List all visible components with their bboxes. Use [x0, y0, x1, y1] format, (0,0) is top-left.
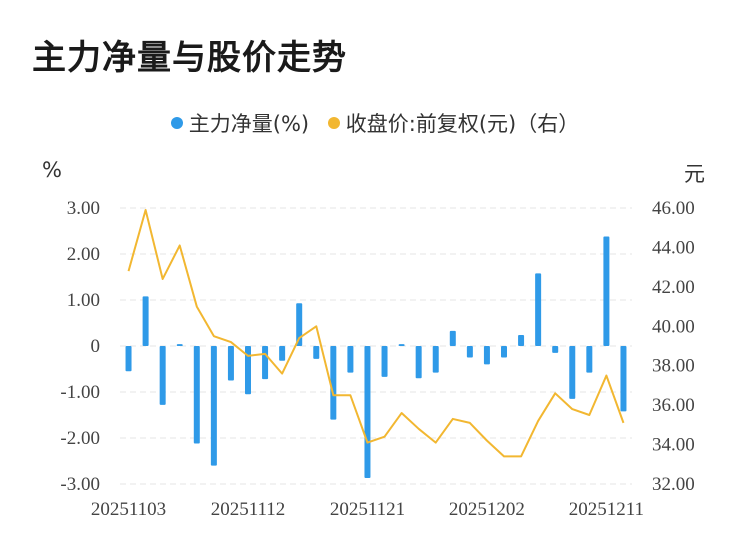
- left-tick-label: 2.00: [67, 244, 100, 265]
- legend-bar-swatch: [170, 117, 183, 129]
- bar: [466, 346, 473, 358]
- right-tick-label: 40.00: [652, 316, 695, 337]
- bar: [518, 334, 525, 346]
- bar: [620, 346, 627, 412]
- x-tick-label: 20251211: [569, 499, 644, 520]
- bar: [398, 344, 405, 346]
- x-tick-label: 20251103: [91, 499, 166, 520]
- bar: [364, 346, 371, 479]
- bar: [245, 346, 251, 395]
- right-axis-unit: 元: [684, 162, 705, 186]
- bar: [210, 346, 217, 466]
- left-tick-label: -2.00: [60, 428, 100, 449]
- bar: [381, 346, 388, 377]
- legend-item-bar[interactable]: 主力净量(%): [170, 108, 310, 138]
- bar: [159, 346, 166, 405]
- right-tick-label: 36.00: [652, 395, 695, 416]
- bar: [552, 346, 559, 353]
- bar: [313, 346, 320, 359]
- left-tick-label: -3.00: [60, 474, 100, 495]
- right-tick-label: 38.00: [652, 356, 695, 377]
- right-tick-label: 46.00: [652, 198, 695, 219]
- price-line: [127, 208, 625, 458]
- right-tick-label: 44.00: [652, 237, 695, 258]
- bar: [125, 346, 132, 372]
- x-tick-label: 20251121: [330, 499, 405, 520]
- bar: [347, 346, 354, 373]
- right-tick-label: 42.00: [652, 277, 695, 298]
- bar: [415, 346, 422, 379]
- bar: [193, 346, 200, 444]
- x-tick-label: 20251112: [211, 499, 286, 520]
- bar: [603, 236, 610, 346]
- left-tick-label: 3.00: [67, 198, 100, 219]
- bar: [432, 346, 439, 373]
- right-tick-label: 32.00: [652, 474, 695, 495]
- bar: [262, 346, 269, 380]
- chart-title: 主力净量与股价走势: [32, 38, 347, 78]
- bar: [296, 303, 303, 346]
- legend-bar-label: 主力净量(%): [188, 112, 310, 136]
- legend-item-line[interactable]: 收盘价:前复权(元)（右）: [327, 108, 580, 138]
- bar: [279, 346, 286, 361]
- bar: [483, 346, 490, 365]
- legend-line-swatch: [327, 117, 340, 129]
- bar: [586, 346, 593, 373]
- legend-line-label: 收盘价:前复权(元)（右）: [345, 112, 580, 136]
- bar: [142, 296, 149, 346]
- bar: [569, 346, 576, 399]
- bar: [535, 273, 542, 346]
- bar: [501, 346, 507, 358]
- left-tick-label: -1.00: [60, 382, 100, 403]
- bar: [330, 346, 337, 420]
- left-axis-unit: %: [42, 158, 62, 182]
- bar: [227, 346, 234, 381]
- right-tick-label: 34.00: [652, 435, 695, 456]
- left-tick-label: 0: [91, 336, 101, 357]
- bar: [176, 344, 183, 346]
- bar: [449, 330, 456, 346]
- left-tick-label: 1.00: [67, 290, 100, 311]
- x-tick-label: 20251202: [449, 499, 525, 520]
- legend: 主力净量(%) 收盘价:前复权(元)（右）: [0, 108, 750, 138]
